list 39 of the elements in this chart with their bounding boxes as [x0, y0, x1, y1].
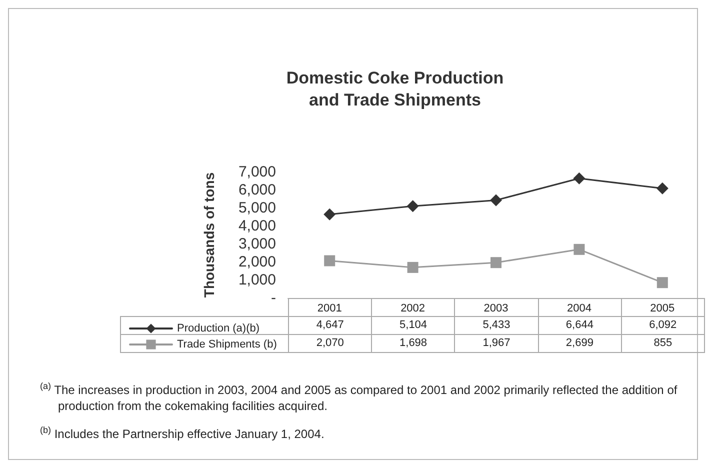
data-label: 2,699: [538, 334, 622, 353]
y-tick-label: 6,000: [238, 182, 276, 198]
y-tick-label: 2,000: [238, 254, 276, 270]
point: [490, 194, 502, 206]
point: [324, 208, 336, 220]
text: $^{(a)}$ The increases in production in 2003, 2004 and 2005 as compared to 2001 and 2002 primarily reflected the addition of production from the cokemaking facilities acquired.: [40, 380, 678, 414]
data-label: 4,647: [288, 316, 372, 335]
chart-title: Domestic Coke Production and Trade Shipments: [286, 68, 504, 110]
point: [574, 244, 585, 255]
point: [656, 277, 668, 288]
data-label: 5,104: [371, 316, 456, 335]
y-tick-label: 3,000: [238, 236, 276, 252]
point: [407, 262, 418, 273]
data-label: 855: [620, 334, 705, 353]
data-label: 6,644: [538, 316, 622, 335]
y-tick-label: 1,000: [238, 272, 276, 288]
point: [656, 182, 668, 194]
y-tick-label: -: [271, 290, 276, 306]
x-tick-label: 2001: [317, 302, 342, 314]
x-tick-label: 2003: [484, 302, 508, 314]
y-tick-label: 7,000: [238, 164, 276, 180]
x-tick-label: 2002: [400, 302, 426, 314]
data-label: 1,698: [371, 334, 456, 353]
y-tick-label: 4,000: [238, 218, 276, 234]
legend-label: Production (a)(b): [177, 322, 260, 334]
y-axis-title: Thousands of tons: [201, 172, 217, 298]
legend-label: Trade Shipments (b): [177, 338, 277, 350]
data-label: 1,967: [454, 334, 539, 353]
data-label: 6,092: [620, 316, 705, 335]
point: [490, 257, 502, 268]
x-tick-label: 2004: [566, 302, 592, 314]
point: [406, 200, 419, 212]
point: [573, 172, 586, 184]
point: [324, 255, 336, 266]
x-tick-label: 2005: [650, 302, 675, 314]
data-label: 2,070: [288, 334, 372, 353]
data-label: 5,433: [454, 316, 539, 335]
y-tick-label: 5,000: [238, 200, 276, 216]
text: $^{(b)}$ Includes the Partnership effective January 1, 2004.: [40, 424, 326, 442]
